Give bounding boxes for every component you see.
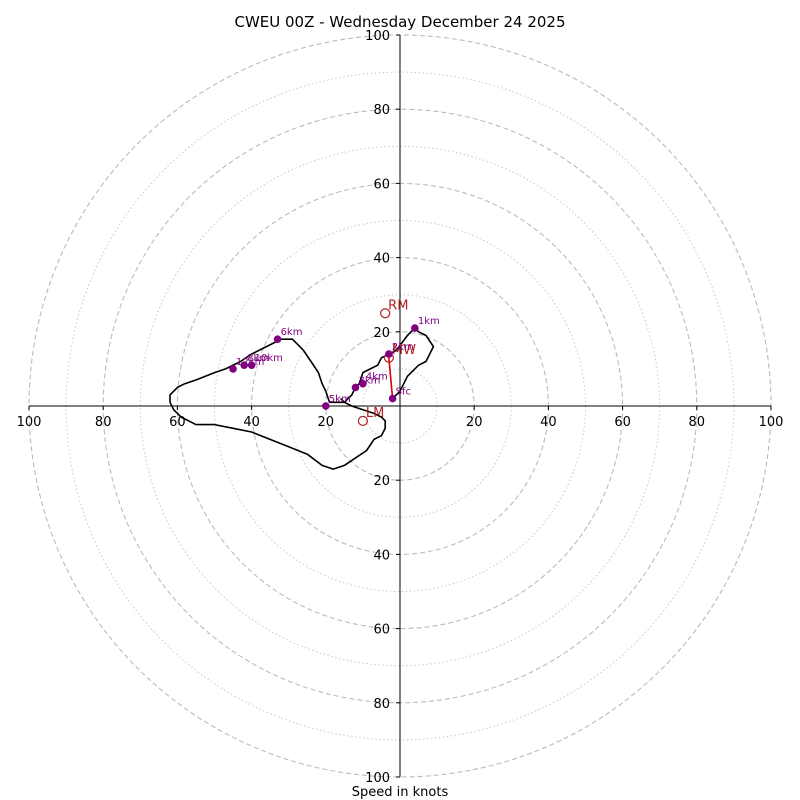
height-label-12km: 12km	[236, 357, 264, 368]
height-marker-2km	[385, 350, 393, 358]
shear-vector-line	[388, 357, 394, 399]
height-label-2km: 2km	[392, 342, 414, 353]
y-tick-label: 60	[373, 623, 390, 638]
height-label-8km: 8km	[247, 353, 269, 364]
height-label-5km: 5km	[329, 394, 351, 405]
y-tick-label: 80	[373, 697, 390, 712]
height-label-10km: 10km	[255, 353, 283, 364]
x-tick-label: 60	[614, 415, 631, 430]
height-marker-8km	[240, 361, 248, 369]
y-tick-label: 20	[373, 326, 390, 341]
storm-motion-group: RM MW LM	[357, 298, 416, 426]
height-marker-4km	[359, 379, 367, 388]
y-tick-label: 40	[373, 252, 390, 267]
x-tick-label: 80	[95, 415, 112, 430]
height-marker-sfc	[388, 394, 397, 403]
x-tick-label: 20	[318, 415, 335, 430]
height-label-4km: 4km	[366, 372, 388, 383]
x-tick-label: 100	[17, 415, 42, 430]
x-tick-label: 60	[169, 415, 186, 430]
storm-motion-label-rm: RM	[388, 298, 408, 313]
height-label-sfc: Sfc	[396, 387, 411, 398]
x-tick-label: 40	[243, 415, 260, 430]
storm-motion-marker-rm	[380, 308, 391, 319]
x-tick-label: 40	[540, 415, 557, 430]
y-tick-label: 20	[373, 474, 390, 489]
y-tick-label: 60	[373, 177, 390, 192]
height-label-1km: 1km	[418, 316, 440, 327]
y-tick-label: 40	[373, 548, 390, 563]
y-tick-label: 80	[373, 103, 390, 118]
y-tick-label: 100	[365, 29, 390, 44]
height-label-3km: 3km	[358, 375, 380, 386]
x-axis-label: Speed in knots	[352, 785, 449, 800]
storm-motion-marker-lm	[357, 415, 368, 426]
height-label-6km: 6km	[281, 327, 303, 338]
height-marker-6km	[273, 335, 282, 344]
x-tick-label: 20	[466, 415, 483, 430]
axes	[29, 35, 771, 777]
y-tick-label: 100	[365, 771, 390, 786]
height-marker-3km	[351, 383, 360, 392]
storm-motion-label-lm: LM	[366, 406, 384, 421]
height-marker-1km	[411, 324, 419, 332]
height-marker-10km	[247, 361, 256, 369]
tick-labels: 100 80 60 40 20 20 40 60 80 100 100 80 60 40 20 20 40 60 8…	[17, 29, 784, 786]
height-marker-12km	[229, 365, 237, 373]
height-marker-5km	[322, 402, 330, 410]
storm-motion-label-mw: MW	[392, 343, 416, 358]
x-tick-label: 80	[689, 415, 706, 430]
chart-title: CWEU 00Z - Wednesday December 24 2025	[234, 13, 565, 31]
x-tick-label: 100	[759, 415, 784, 430]
